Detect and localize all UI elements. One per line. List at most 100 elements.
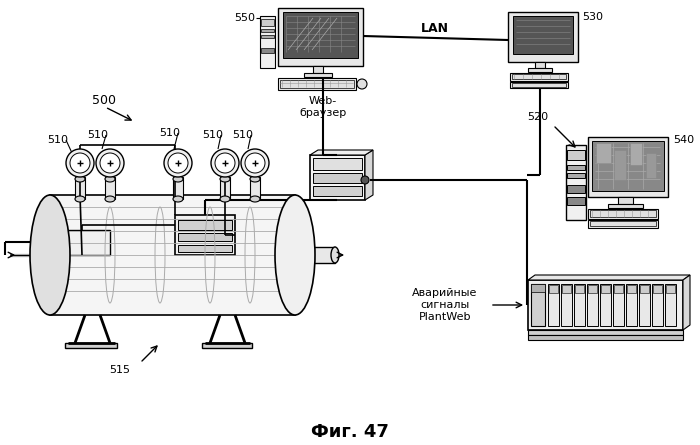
Bar [528, 280, 683, 330]
Bar [640, 285, 649, 293]
Circle shape [70, 153, 90, 173]
Bar [588, 137, 668, 197]
Bar [600, 284, 611, 326]
Polygon shape [365, 150, 373, 200]
Circle shape [241, 149, 269, 177]
Bar [313, 66, 323, 73]
Bar [202, 343, 252, 348]
Bar [304, 73, 332, 77]
Bar [535, 62, 545, 68]
Bar [562, 285, 571, 293]
Bar [567, 197, 585, 205]
Text: 515: 515 [109, 365, 130, 375]
Bar [531, 284, 545, 292]
Ellipse shape [75, 196, 85, 202]
Circle shape [211, 149, 239, 177]
Bar [261, 19, 274, 26]
Circle shape [357, 79, 367, 89]
Bar [588, 209, 658, 219]
Bar [173, 177, 183, 199]
Bar [278, 8, 363, 66]
Ellipse shape [275, 195, 315, 315]
Bar [566, 145, 586, 220]
Circle shape [164, 149, 192, 177]
Bar [278, 78, 356, 90]
Circle shape [245, 153, 265, 173]
Bar [313, 186, 362, 196]
Bar [567, 165, 585, 170]
Ellipse shape [30, 195, 70, 315]
Bar [508, 12, 578, 62]
Circle shape [66, 149, 94, 177]
Bar [313, 247, 335, 263]
Bar [280, 80, 354, 88]
Bar [596, 143, 611, 163]
Bar [105, 177, 115, 199]
Text: 520: 520 [527, 112, 549, 122]
Bar [65, 343, 117, 348]
Bar [567, 185, 585, 193]
Bar [510, 82, 568, 88]
Bar [250, 177, 260, 199]
Text: Фиг. 47: Фиг. 47 [311, 423, 389, 441]
Circle shape [100, 153, 120, 173]
Ellipse shape [173, 176, 183, 182]
Polygon shape [528, 275, 690, 280]
Bar [618, 197, 633, 204]
Bar [567, 173, 585, 178]
Bar [55, 230, 110, 255]
Bar [653, 285, 662, 293]
Text: 510: 510 [232, 130, 253, 140]
Bar [613, 284, 624, 326]
Bar [510, 73, 568, 81]
Bar [561, 284, 572, 326]
Bar [614, 150, 626, 180]
Bar [528, 335, 683, 340]
Bar [592, 141, 664, 191]
Polygon shape [310, 150, 373, 155]
Text: 510: 510 [88, 130, 108, 140]
Bar [652, 284, 663, 326]
Bar [548, 284, 559, 326]
Bar [588, 220, 658, 228]
Bar [178, 233, 232, 241]
Bar [261, 35, 274, 38]
Bar [260, 16, 275, 68]
Bar [575, 285, 584, 293]
Bar [178, 220, 232, 230]
Bar [512, 83, 566, 87]
Bar [630, 143, 642, 165]
Bar [261, 29, 274, 32]
Bar [601, 285, 610, 293]
Bar [513, 16, 573, 54]
Bar [588, 285, 597, 293]
Text: Аварийные
сигналы
PlantWeb: Аварийные сигналы PlantWeb [412, 288, 477, 322]
Bar [574, 284, 585, 326]
Bar [512, 74, 566, 79]
Bar [587, 284, 598, 326]
Bar [626, 284, 637, 326]
Circle shape [96, 149, 124, 177]
Bar [50, 195, 295, 315]
Text: 510: 510 [48, 135, 69, 145]
Bar [627, 285, 636, 293]
Ellipse shape [250, 196, 260, 202]
Bar [313, 173, 362, 183]
Bar [590, 221, 656, 226]
Text: 540: 540 [673, 135, 694, 145]
Text: 530: 530 [582, 12, 603, 22]
Text: 510: 510 [160, 128, 181, 138]
Text: 500: 500 [92, 93, 116, 106]
Bar [531, 284, 545, 326]
Bar [567, 150, 585, 160]
Bar [175, 215, 235, 255]
Circle shape [215, 153, 235, 173]
Text: 510: 510 [202, 130, 223, 140]
Bar [178, 245, 232, 252]
Text: Web-
браузер: Web- браузер [300, 96, 346, 117]
Bar [639, 284, 650, 326]
Bar [608, 204, 643, 208]
Bar [528, 68, 552, 72]
Bar [313, 158, 362, 170]
Ellipse shape [105, 176, 115, 182]
